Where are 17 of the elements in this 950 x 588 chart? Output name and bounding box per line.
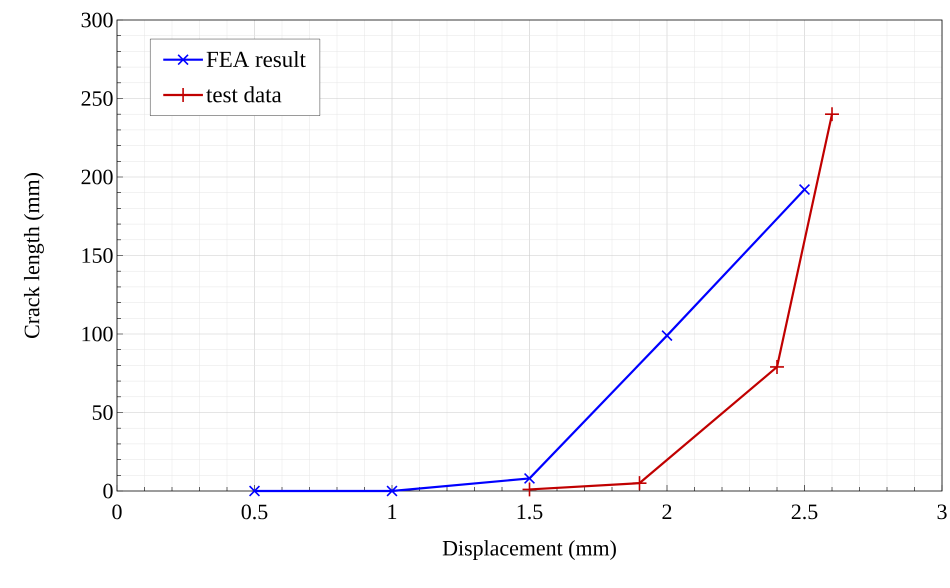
x-tick-label: 0.5 bbox=[242, 504, 268, 520]
y-tick-label: 0 bbox=[103, 484, 113, 498]
legend-label: FEA result bbox=[206, 50, 306, 68]
y-tick-label: 50 bbox=[92, 405, 113, 420]
y-tick-label: 100 bbox=[82, 326, 113, 342]
x-axis-title: Displacement (mm) bbox=[442, 540, 616, 560]
legend-label: test data bbox=[206, 86, 282, 102]
x-tick-label: 2 bbox=[662, 504, 672, 519]
y-axis-title: Crack length (mm) bbox=[24, 173, 44, 338]
x-tick-label: 2.5 bbox=[792, 504, 818, 520]
y-tick-label: 300 bbox=[82, 12, 113, 28]
x-tick-label: 1.5 bbox=[518, 504, 542, 520]
y-tick-label: 250 bbox=[82, 91, 113, 106]
y-tick-label: 200 bbox=[82, 170, 113, 184]
x-tick-label: 3 bbox=[938, 504, 947, 520]
y-tick-label: 150 bbox=[82, 248, 113, 263]
x-tick-label: 1 bbox=[388, 504, 396, 519]
